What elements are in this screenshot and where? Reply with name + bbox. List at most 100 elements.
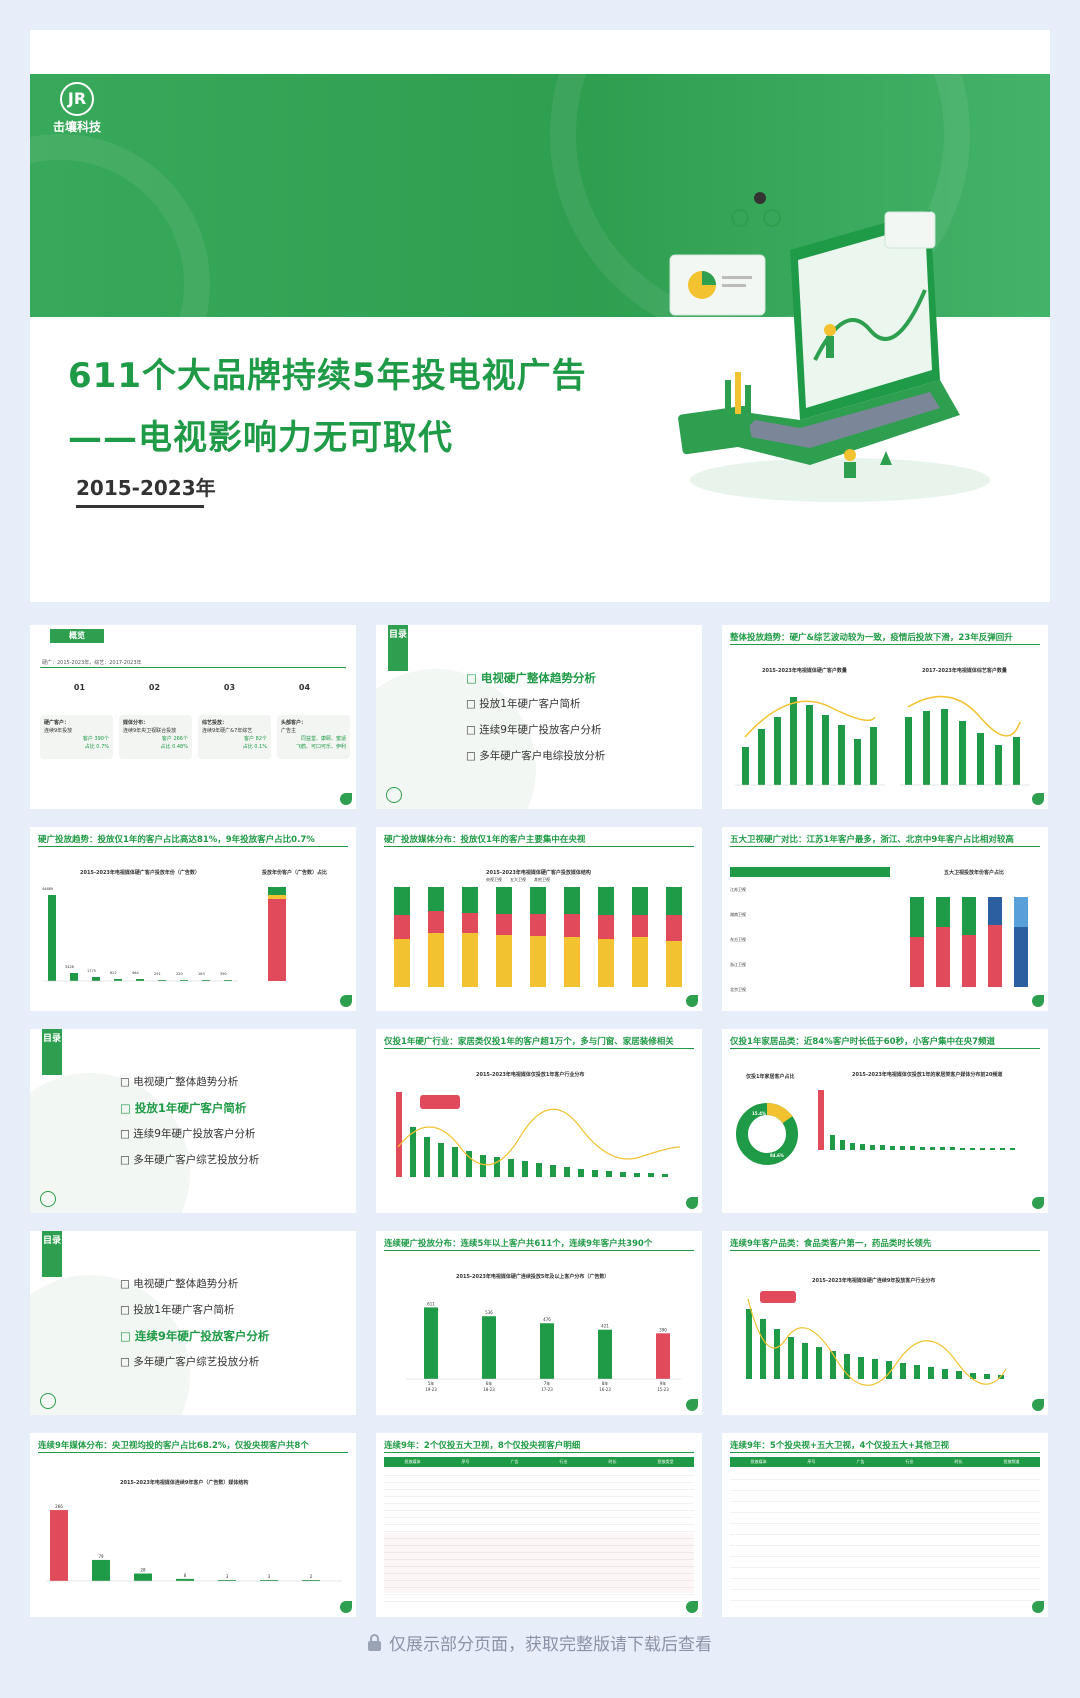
card-line: 占比 0.1% — [242, 744, 267, 750]
overview-rule — [40, 667, 346, 668]
chart-title: 2015-2023年电视媒体硬广连续投放5年及以上客户分布（广告数） — [456, 1274, 610, 1280]
laptop-illustration — [669, 192, 990, 502]
slide-five-satellite: 五大卫视硬广对比：江苏1年客户最多，浙江、北京中9年客户占比相对较高 江苏卫视 … — [722, 827, 1048, 1011]
overview-num: 04 — [298, 683, 311, 692]
toc-item-label: 投放1年硬广客户简析 — [134, 1101, 247, 1115]
slide-title: 仅投1年硬广行业：家居类仅投1年的客户超1万个，多与门窗、家居装修相关 — [384, 1037, 674, 1047]
industry-bar-chart — [396, 1092, 681, 1177]
tick-label: 7年 — [544, 1380, 551, 1386]
card-line: 客户 266个 — [161, 736, 188, 742]
data-label: 220 — [176, 972, 183, 976]
chart-title: 投放年份客户（广告数）占比 — [262, 870, 328, 876]
logo-icon — [386, 787, 402, 803]
decor-circle — [30, 1275, 190, 1415]
col-header: 行业 — [559, 1459, 568, 1464]
toc-item-label: 投放1年硬广客户简析 — [133, 1304, 235, 1316]
title-rule — [384, 1250, 694, 1251]
satellite-stacked-chart — [910, 897, 1028, 987]
overview-cards: 硬广客户： 连续9年投放 客户 390个 占比 0.7% 媒体分布： 连续9年央… — [40, 715, 350, 759]
table-header: 投放媒体 序号 广告 行业 时长 投放频道 — [730, 1457, 1040, 1467]
bar — [92, 1559, 110, 1581]
slide-detail-table-1: 连续9年：2个仅投五大卫视，8个仅投央视客户明细 投放媒体 序号 广告 行业 时… — [376, 1433, 702, 1617]
satellite-table: 江苏卫视 湖南卫视 东方卫视 浙江卫视 北京卫视 — [730, 867, 890, 1002]
toc-tab: 目录 — [42, 1029, 62, 1075]
title-rule — [384, 1048, 694, 1049]
table-rows: 江苏卫视 湖南卫视 东方卫视 浙江卫视 北京卫视 — [730, 877, 890, 1002]
col-header: 时长 — [608, 1459, 617, 1464]
slide-toc-2: 目录 □ 电视硬广整体趋势分析 □ 投放1年硬广客户简析 □ 连续9年硬广投放客… — [30, 1029, 356, 1213]
slide-title: 连续9年媒体分布：央卫视均投的客户占比68.2%，仅投央视客户共8个 — [38, 1441, 309, 1451]
chart-title: 2015-2023年电视媒体硬广连续9年投放客户行业分布 — [812, 1278, 936, 1284]
tick-label: 5年 — [428, 1380, 435, 1386]
chart-title: 2015-2023年电视媒体硬广客户投放媒体结构 — [486, 870, 591, 876]
slide-continuous: 连续硬广投放分布：连续5年以上客户共611个，连续9年客户共390个 2015-… — [376, 1231, 702, 1415]
toc-item: □ 投放1年硬广客户简析 — [120, 1304, 235, 1316]
title-rule — [730, 846, 1040, 847]
tick-label: 18-23 — [483, 1387, 495, 1392]
card-line: 连续9年央卫视联合投放 — [123, 728, 177, 734]
card-head: 媒体分布： — [123, 720, 149, 726]
channel-bar-chart — [818, 1090, 1015, 1150]
title-rule — [730, 644, 1040, 645]
col-header: 投放类型 — [657, 1459, 674, 1464]
overview-numbers: 01 02 03 04 — [42, 683, 342, 692]
corner-icon — [1032, 1399, 1044, 1411]
corner-icon — [686, 1399, 698, 1411]
col-header: 序号 — [461, 1459, 470, 1464]
data-label: 3428 — [65, 965, 74, 969]
data-label: 163 — [198, 972, 205, 976]
card-line: 广告主 — [281, 728, 297, 734]
data-label: 822 — [110, 971, 117, 975]
bar — [134, 1573, 152, 1581]
slide-one-year-industry: 仅投1年硬广行业：家居类仅投1年的客户超1万个，多与门窗、家居装修相关 2015… — [376, 1029, 702, 1213]
slide-title: 硬广投放趋势：投放仅1年的客户占比高达81%，9年投放客户占比0.7% — [38, 835, 315, 845]
card-line: 连续9年硬广&7年综艺 — [202, 728, 253, 734]
slide-home-category: 仅投1年家居品类：近84%客户时长低于60秒，小客户集中在央7频道 仅投1年家居… — [722, 1029, 1048, 1213]
lock-icon — [368, 1634, 381, 1651]
data-label: 390 — [220, 972, 227, 976]
overview-card: 头部客户： 广告主 同益堂、康颐、蜜适 飞鹤、可口可乐、伊利 — [277, 715, 350, 759]
table-row: 北京卫视 — [730, 987, 746, 992]
col-header: 广告 — [510, 1459, 519, 1464]
title-rule — [730, 1250, 1040, 1251]
tick-label: 15-23 — [657, 1387, 669, 1392]
corner-icon — [686, 1601, 698, 1613]
toc-tab: 目录 — [388, 625, 408, 671]
decor-circle — [376, 669, 536, 809]
title-rule — [38, 1452, 348, 1453]
year-bar-chart — [43, 887, 286, 982]
table-body — [384, 1469, 694, 1605]
toc-item: □ 连续9年硬广投放客户分析 — [466, 724, 602, 736]
chart-title: 2015-2023年电视媒体仅投放1年客户行业分布 — [476, 1072, 585, 1078]
card-head: 头部客户： — [281, 720, 307, 726]
overview-num: 03 — [223, 683, 236, 692]
data-label: 390 — [659, 1327, 667, 1332]
slide-trend: 整体投放趋势：硬广&综艺波动较为一致，疫情后投放下滑，23年反弹回升 2015-… — [722, 625, 1048, 809]
col-header: 时长 — [954, 1459, 963, 1464]
toc-item: □ 连续9年硬广投放客户分析 — [120, 1128, 256, 1140]
slide-title: 整体投放趋势：硬广&综艺波动较为一致，疫情后投放下滑，23年反弹回升 — [730, 633, 1013, 643]
table-highlight — [384, 1533, 694, 1593]
data-label: 44689 — [42, 887, 54, 891]
bar — [656, 1333, 670, 1379]
card-line: 连续9年投放 — [44, 728, 73, 734]
trend-charts — [735, 695, 1030, 786]
col-header: 广告 — [856, 1459, 865, 1464]
slide-title: 连续9年：2个仅投五大卫视，8个仅投央视客户明细 — [384, 1441, 581, 1451]
col-header: 投放频道 — [1003, 1459, 1020, 1464]
cover-green-band: JR 击壤科技 — [30, 74, 1050, 317]
corner-icon — [1032, 793, 1044, 805]
slide-overview: 概览 硬广：2015-2023年，综艺：2017-2023年 01 02 03 … — [30, 625, 356, 809]
title-rule — [384, 846, 694, 847]
table-row: 东方卫视 — [730, 937, 746, 942]
slide-hard-ad-trend: 硬广投放趋势：投放仅1年的客户占比高达81%，9年投放客户占比0.7% 2015… — [30, 827, 356, 1011]
toc-item-label: 多年硬广客户综艺投放分析 — [133, 1154, 260, 1166]
overview-title: 概览 — [50, 629, 104, 643]
card-line: 客户 390个 — [82, 736, 109, 742]
data-label: 266 — [55, 1504, 63, 1509]
nine-year-bar-chart — [746, 1291, 1007, 1386]
slide-title: 五大卫视硬广对比：江苏1年客户最多，浙江、北京中9年客户占比相对较高 — [730, 835, 1014, 845]
corner-icon — [1032, 995, 1044, 1007]
logo-icon — [40, 1393, 56, 1409]
data-label: 79 — [98, 1554, 104, 1559]
